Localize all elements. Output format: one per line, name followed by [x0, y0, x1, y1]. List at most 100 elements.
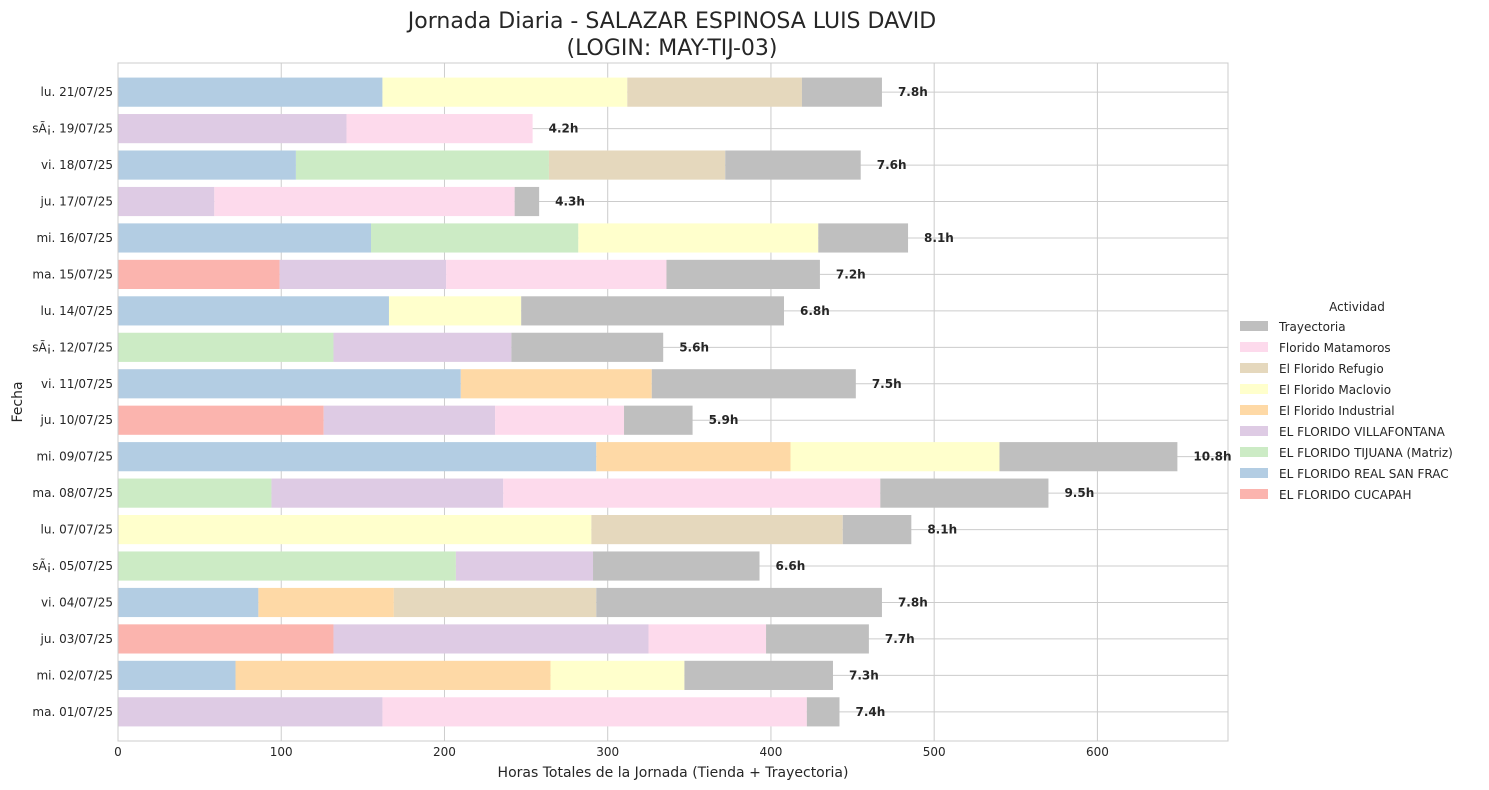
y-tick-label: lu. 14/07/25 [41, 304, 113, 318]
bar-segment-trayectoria [818, 223, 909, 253]
legend-label-el-florido-cucapah: EL FLORIDO CUCAPAH [1279, 488, 1412, 502]
bar-total-label: 7.3h [849, 668, 879, 682]
bar-segment-el-florido-villafontana [118, 697, 383, 727]
bar-segment-el-florido-tijuana-matriz [118, 478, 272, 508]
x-tick-label: 100 [270, 745, 293, 759]
bar-segment-el-florido-real-san-frac [118, 660, 236, 690]
bar-segment-el-florido-maclovio [790, 442, 1000, 472]
chart-title-line2: (LOGIN: MAY-TIJ-03) [567, 36, 778, 61]
legend-label-el-florido-maclovio: El Florido Maclovio [1279, 383, 1391, 397]
bar-segment-el-florido-villafontana [271, 478, 504, 508]
bar-segment-el-florido-real-san-frac [118, 587, 259, 618]
y-tick-label: mi. 16/07/25 [36, 231, 113, 245]
bar-segment-trayectoria [514, 186, 540, 217]
bar-segment-el-florido-refugio [548, 150, 726, 180]
legend-swatch-el-florido-cucapah [1240, 489, 1268, 499]
y-tick-label: mi. 02/07/25 [36, 668, 113, 682]
bar-segment-trayectoria [999, 442, 1178, 472]
legend-swatch-florido-matamoros [1240, 342, 1268, 352]
bar-segment-florido-matamoros [503, 478, 881, 508]
legend-label-florido-matamoros: Florido Matamoros [1279, 341, 1391, 355]
total-labels-layer: 7.8h 4.2h 7.6h 4.3h 8.1h 7.2h 6.8h 5.6h 7.5h 5.9h… [549, 85, 1232, 719]
bar-total-label: 6.8h [800, 304, 830, 318]
y-tick-label: ju. 03/07/25 [40, 632, 113, 646]
y-tick-label: ju. 17/07/25 [40, 195, 113, 209]
bar-segment-trayectoria [666, 259, 820, 289]
bar-segment-el-florido-real-san-frac [118, 150, 296, 180]
y-tick-label: vi. 11/07/25 [41, 377, 113, 391]
x-tick-label: 300 [596, 745, 619, 759]
bar-segment-florido-matamoros [346, 114, 533, 144]
bar-total-label: 7.4h [856, 705, 886, 719]
bar-total-label: 5.9h [709, 413, 739, 427]
bar-total-label: 10.8h [1193, 450, 1231, 464]
bar-segment-el-florido-maclovio [118, 515, 592, 545]
bar-segment-trayectoria [624, 405, 693, 435]
legend: Actividad Trayectoria Florido Matamoros El… [1240, 300, 1453, 502]
legend-label-el-florido-industrial: El Florido Industrial [1279, 404, 1395, 418]
bar-segment-el-florido-cucapah [118, 624, 334, 654]
x-tick-label: 600 [1086, 745, 1109, 759]
bar-segment-trayectoria [806, 697, 840, 727]
y-tick-label: lu. 21/07/25 [41, 85, 113, 99]
bar-segment-el-florido-industrial [235, 660, 551, 690]
bar-segment-el-florido-tijuana-matriz [118, 332, 334, 362]
legend-label-trayectoria: Trayectoria [1278, 320, 1346, 334]
y-tick-label: sÃ¡. 05/07/25 [32, 558, 113, 573]
bar-segment-trayectoria [801, 77, 882, 107]
y-tick-label: vi. 04/07/25 [41, 595, 113, 609]
bar-segment-florido-matamoros [648, 624, 767, 654]
bar-segment-trayectoria [766, 624, 869, 654]
bar-segment-el-florido-maclovio [550, 660, 685, 690]
legend-swatch-el-florido-maclovio [1240, 384, 1268, 394]
bar-segment-trayectoria [684, 660, 833, 690]
bar-total-label: 5.6h [679, 340, 709, 354]
legend-swatch-el-florido-real-san-frac [1240, 468, 1268, 478]
bar-segment-el-florido-cucapah [118, 405, 324, 435]
bar-segment-el-florido-villafontana [118, 114, 347, 144]
bar-segment-el-florido-industrial [596, 442, 791, 472]
ticks-layer: 0 100 200 300 400 500 600 lu. 21/07/25 sÃ¡. 19/0… [32, 85, 1109, 759]
y-tick-label: sÃ¡. 12/07/25 [32, 339, 113, 354]
x-tick-label: 0 [114, 745, 122, 759]
bar-segment-trayectoria [880, 478, 1049, 508]
legend-label-el-florido-refugio: El Florido Refugio [1279, 362, 1384, 376]
x-axis-label: Horas Totales de la Jornada (Tienda + Tr… [498, 765, 849, 781]
bar-segment-florido-matamoros [382, 697, 807, 727]
legend-swatch-el-florido-industrial [1240, 405, 1268, 415]
bar-segment-el-florido-maclovio [382, 77, 628, 107]
bar-segment-el-florido-villafontana [455, 551, 594, 581]
y-tick-label: vi. 18/07/25 [41, 158, 113, 172]
bar-segment-trayectoria [511, 332, 664, 362]
bar-segment-el-florido-refugio [591, 515, 843, 545]
bar-segment-el-florido-villafontana [323, 405, 496, 435]
bar-segment-el-florido-industrial [460, 369, 652, 399]
bar-segment-el-florido-real-san-frac [118, 369, 461, 399]
bar-segment-trayectoria [521, 296, 784, 326]
bar-segment-el-florido-real-san-frac [118, 442, 597, 472]
bars-layer [118, 77, 1178, 727]
legend-swatch-el-florido-refugio [1240, 363, 1268, 373]
bar-segment-el-florido-tijuana-matriz [371, 223, 579, 253]
bar-segment-el-florido-cucapah [118, 259, 280, 289]
bar-segment-el-florido-maclovio [578, 223, 819, 253]
y-tick-label: ma. 15/07/25 [32, 267, 113, 281]
bar-total-label: 6.6h [776, 559, 806, 573]
bar-segment-trayectoria [651, 369, 856, 399]
bar-segment-el-florido-villafontana [333, 624, 649, 654]
bar-total-label: 8.1h [924, 231, 954, 245]
bar-segment-el-florido-tijuana-matriz [295, 150, 549, 180]
bar-total-label: 7.6h [877, 158, 907, 172]
legend-label-el-florido-tijuana-matriz: EL FLORIDO TIJUANA (Matriz) [1279, 446, 1453, 460]
bar-segment-trayectoria [596, 587, 882, 618]
bar-total-label: 7.8h [898, 85, 928, 99]
legend-label-el-florido-villafontana: EL FLORIDO VILLAFONTANA [1279, 425, 1446, 439]
bar-segment-el-florido-tijuana-matriz [118, 551, 456, 581]
y-tick-label: lu. 07/07/25 [41, 523, 113, 537]
bar-segment-el-florido-maclovio [388, 296, 522, 326]
legend-swatch-el-florido-tijuana-matriz [1240, 447, 1268, 457]
bar-segment-trayectoria [725, 150, 861, 180]
bar-total-label: 4.2h [549, 122, 579, 136]
legend-title: Actividad [1329, 300, 1385, 314]
